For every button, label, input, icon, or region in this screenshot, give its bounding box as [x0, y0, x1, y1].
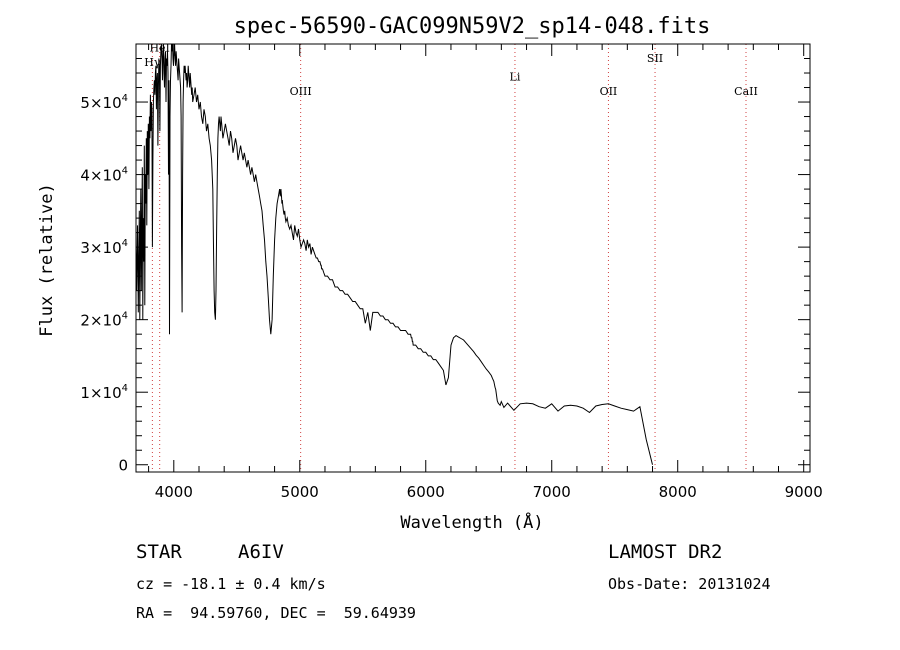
- y-tick-label: 4×104: [80, 166, 128, 185]
- survey-label: LAMOST DR2: [608, 541, 723, 563]
- x-axis-label: Wavelength (Å): [400, 511, 543, 533]
- chart-title: spec-56590-GAC099N59V2_sp14-048.fits: [234, 14, 711, 39]
- y-axis-label: Flux (relative): [37, 183, 57, 337]
- line-label-SII: SII: [647, 52, 663, 65]
- x-tick-label: 5000: [281, 483, 319, 501]
- x-tick-label: 8000: [659, 483, 697, 501]
- object-class-label: STAR: [136, 541, 182, 563]
- coordinates: RA = 94.59760, DEC = 59.64939: [136, 604, 416, 622]
- plot-frame: [135, 43, 811, 473]
- observation-date: Obs-Date: 20131024: [608, 575, 771, 593]
- line-label-HeI: HeI: [149, 41, 169, 54]
- y-tick-label: 3×104: [80, 238, 128, 257]
- x-tick-label: 4000: [155, 483, 193, 501]
- line-label-CaII: CaII: [734, 85, 758, 98]
- line-label-OII: OII: [600, 85, 618, 98]
- line-label-Hγ: Hγ: [144, 56, 161, 69]
- y-tick-label: 2×104: [80, 311, 128, 330]
- y-tick-label: 1×104: [80, 383, 128, 402]
- spectrum-chart: spec-56590-GAC099N59V2_sp14-048.fits Hγ H…: [37, 14, 823, 533]
- y-tick-label: 5×104: [80, 93, 128, 112]
- spectrum-series: [135, 43, 653, 465]
- x-tick-label: 9000: [785, 483, 823, 501]
- line-label-OIII: OIII: [290, 85, 312, 98]
- line-label-Li: Li: [510, 70, 521, 83]
- x-tick-label: 7000: [533, 483, 571, 501]
- y-tick-label: 0: [118, 457, 128, 475]
- spectral-type-label: A6IV: [238, 541, 284, 563]
- x-tick-label: 6000: [407, 483, 445, 501]
- redshift-velocity: cz = -18.1 ± 0.4 km/s: [136, 575, 326, 593]
